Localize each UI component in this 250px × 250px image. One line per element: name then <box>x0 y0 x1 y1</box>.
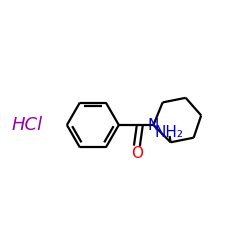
Text: NH₂: NH₂ <box>154 126 183 140</box>
Text: HCl: HCl <box>12 116 43 134</box>
Text: N: N <box>148 118 159 132</box>
Text: O: O <box>131 146 143 162</box>
